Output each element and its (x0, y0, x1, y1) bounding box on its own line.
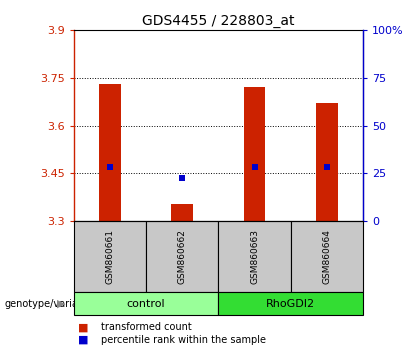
Text: GSM860664: GSM860664 (323, 229, 331, 284)
Text: ▶: ▶ (57, 298, 65, 309)
Text: control: control (127, 298, 165, 309)
Bar (316, 103, 338, 221)
Text: GSM860663: GSM860663 (250, 229, 259, 284)
Text: percentile rank within the sample: percentile rank within the sample (101, 335, 266, 345)
Bar (244, 87, 265, 221)
Bar (99, 84, 121, 221)
Text: RhoGDI2: RhoGDI2 (266, 298, 315, 309)
Text: genotype/variation: genotype/variation (4, 298, 97, 309)
Text: transformed count: transformed count (101, 322, 192, 332)
Text: ■: ■ (78, 335, 88, 345)
Text: GSM860661: GSM860661 (105, 229, 114, 284)
Bar (171, 204, 193, 221)
Text: GSM860662: GSM860662 (178, 229, 186, 284)
Text: ■: ■ (78, 322, 88, 332)
Title: GDS4455 / 228803_at: GDS4455 / 228803_at (142, 14, 295, 28)
